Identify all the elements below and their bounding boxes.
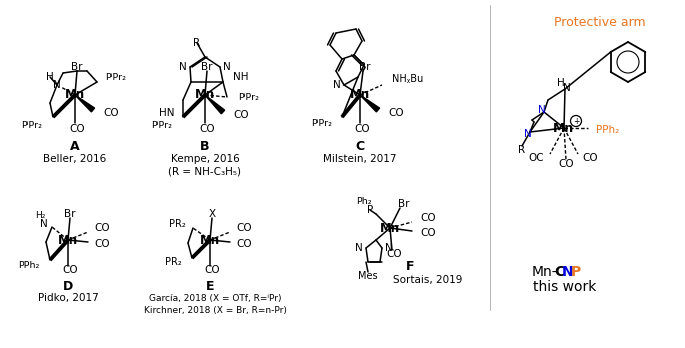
Text: CO: CO bbox=[386, 249, 402, 259]
Text: CO: CO bbox=[103, 108, 119, 118]
Text: N: N bbox=[333, 80, 341, 90]
Polygon shape bbox=[75, 95, 95, 112]
Text: this work: this work bbox=[534, 280, 597, 294]
Text: PⁱPr₂: PⁱPr₂ bbox=[21, 120, 42, 129]
Text: N: N bbox=[562, 265, 573, 279]
Text: Mn: Mn bbox=[380, 221, 400, 235]
Text: Mn: Mn bbox=[65, 88, 85, 102]
Text: HN: HN bbox=[160, 108, 175, 118]
Text: CO: CO bbox=[420, 228, 436, 238]
Text: PPh₂: PPh₂ bbox=[18, 261, 40, 270]
Text: C: C bbox=[554, 265, 564, 279]
Text: CO: CO bbox=[236, 223, 251, 233]
Text: CO: CO bbox=[69, 124, 85, 134]
Text: Kempe, 2016: Kempe, 2016 bbox=[171, 154, 239, 164]
Text: PPh₂: PPh₂ bbox=[596, 125, 619, 135]
Text: CO: CO bbox=[94, 239, 110, 249]
Text: B: B bbox=[200, 141, 210, 153]
Text: CO: CO bbox=[199, 124, 215, 134]
Text: N: N bbox=[223, 62, 231, 72]
Text: Br: Br bbox=[201, 62, 213, 72]
Text: Br: Br bbox=[359, 62, 371, 72]
Text: (R = NH-C₃H₅): (R = NH-C₃H₅) bbox=[169, 166, 242, 176]
Text: P: P bbox=[367, 205, 373, 215]
Text: PR₂: PR₂ bbox=[165, 257, 182, 267]
Text: Mn: Mn bbox=[58, 234, 78, 246]
Text: Protective arm: Protective arm bbox=[554, 16, 646, 29]
Text: N: N bbox=[53, 80, 61, 90]
Text: PⁱPr₂: PⁱPr₂ bbox=[151, 120, 172, 129]
Text: CO: CO bbox=[62, 265, 78, 275]
Text: PⁱPr₂: PⁱPr₂ bbox=[311, 119, 332, 127]
Text: CO: CO bbox=[558, 159, 574, 169]
Text: Mn: Mn bbox=[553, 121, 575, 134]
Text: D: D bbox=[63, 279, 73, 293]
Text: Br: Br bbox=[71, 62, 83, 72]
Text: A: A bbox=[70, 141, 80, 153]
Text: Sortais, 2019: Sortais, 2019 bbox=[393, 275, 462, 285]
Text: C: C bbox=[356, 141, 364, 153]
Text: Br: Br bbox=[398, 199, 410, 209]
Polygon shape bbox=[360, 95, 379, 112]
Text: N: N bbox=[385, 243, 393, 253]
Text: CO: CO bbox=[94, 223, 110, 233]
Text: F: F bbox=[406, 260, 414, 272]
Polygon shape bbox=[205, 95, 225, 114]
Text: H₂: H₂ bbox=[35, 212, 45, 221]
Text: Mes: Mes bbox=[358, 271, 378, 281]
Text: NH: NH bbox=[233, 72, 249, 82]
Text: N: N bbox=[563, 83, 571, 93]
Text: CO: CO bbox=[236, 239, 251, 249]
Text: Mn: Mn bbox=[350, 88, 370, 102]
Text: N: N bbox=[40, 219, 48, 229]
Text: Br: Br bbox=[64, 209, 76, 219]
Text: NHᵪBu: NHᵪBu bbox=[392, 74, 423, 84]
Text: PⁱPr₂: PⁱPr₂ bbox=[105, 72, 126, 81]
Text: Milstein, 2017: Milstein, 2017 bbox=[323, 154, 397, 164]
Text: PR₂: PR₂ bbox=[169, 219, 186, 229]
Text: R: R bbox=[193, 38, 201, 48]
Text: CO: CO bbox=[420, 213, 436, 223]
Text: +: + bbox=[573, 117, 580, 126]
Text: CO: CO bbox=[354, 124, 370, 134]
Text: Beller, 2016: Beller, 2016 bbox=[43, 154, 107, 164]
Text: N: N bbox=[524, 129, 532, 139]
Text: H: H bbox=[557, 78, 565, 88]
Text: CO: CO bbox=[204, 265, 220, 275]
Text: CO: CO bbox=[388, 108, 403, 118]
Text: R: R bbox=[519, 145, 525, 155]
Text: X: X bbox=[208, 209, 216, 219]
Text: E: E bbox=[206, 279, 214, 293]
Text: Pidko, 2017: Pidko, 2017 bbox=[38, 293, 99, 303]
Text: Kirchner, 2018 (X = Br, R=n-Pr): Kirchner, 2018 (X = Br, R=n-Pr) bbox=[144, 306, 286, 315]
Text: Mn: Mn bbox=[195, 88, 215, 102]
Text: N: N bbox=[179, 62, 187, 72]
Text: OC: OC bbox=[528, 153, 544, 163]
Text: Mn-: Mn- bbox=[532, 265, 558, 279]
Text: N: N bbox=[356, 243, 363, 253]
Text: CO: CO bbox=[582, 153, 597, 163]
Text: Mn: Mn bbox=[200, 234, 220, 246]
Text: García, 2018 (X = OTf, R=ⁱPr): García, 2018 (X = OTf, R=ⁱPr) bbox=[149, 293, 282, 302]
Text: Ph₂: Ph₂ bbox=[356, 198, 372, 206]
Text: PⁱPr₂: PⁱPr₂ bbox=[238, 93, 259, 102]
Text: P: P bbox=[571, 265, 582, 279]
Text: N: N bbox=[538, 105, 546, 115]
Text: CO: CO bbox=[233, 110, 249, 120]
Text: H: H bbox=[46, 72, 54, 82]
